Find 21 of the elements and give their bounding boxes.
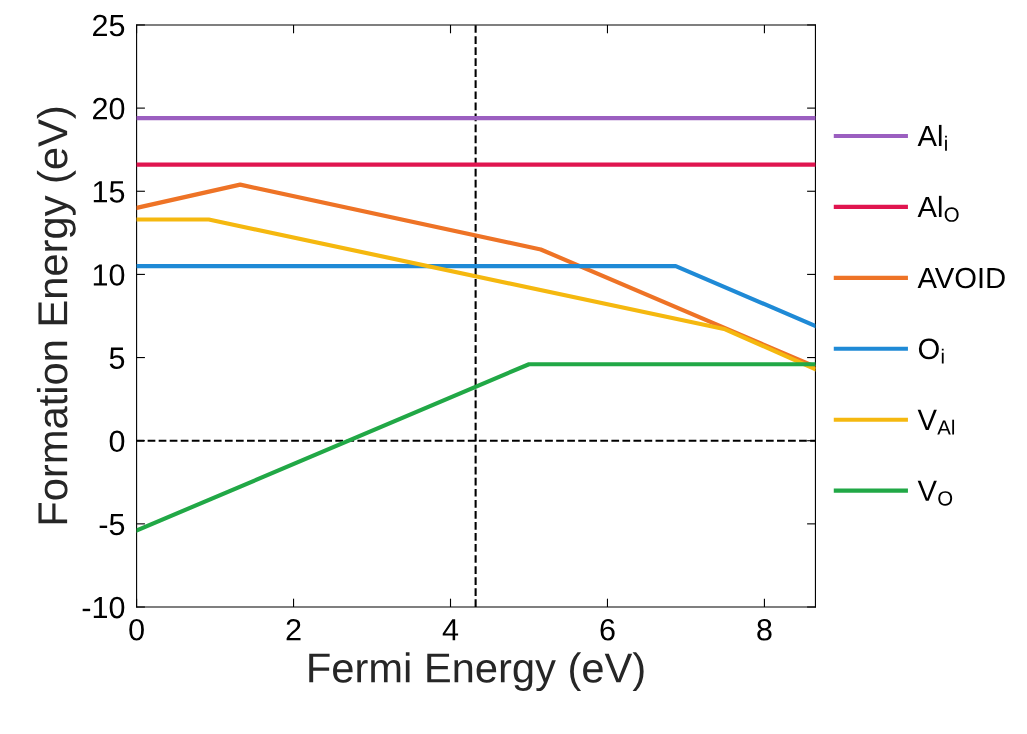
y-axis-title: Formation Energy (eV) [36,107,76,524]
y-tick-label: 25 [93,14,125,37]
y-tick-label: -5 [99,513,125,536]
x-tick-label: 8 [757,618,772,641]
legend-label: V$_{Al}$ [917,409,955,435]
legend-label: O$_{i}$ [918,338,944,364]
x-tick-label: 4 [442,619,459,641]
y-tick-label: 20 [93,97,125,120]
legend-label: AVOID [917,267,1005,289]
y-tick-label: 10 [93,264,125,286]
x-tick-label: 6 [600,618,615,641]
x-tick-label: 2 [286,618,301,641]
y-tick-label: 15 [93,181,125,203]
legend-label: Al$_{O}$ [917,195,959,222]
x-tick-label: 0 [129,618,144,641]
x-axis-title: Fermi Energy (eV) [309,652,644,692]
legend-label: Al$_{i}$ [917,124,947,151]
y-tick-label: -10 [82,596,125,619]
y-tick-label: 5 [109,347,125,369]
y-tick-label: 0 [109,430,125,453]
legend-label: V$_{O}$ [917,480,953,506]
